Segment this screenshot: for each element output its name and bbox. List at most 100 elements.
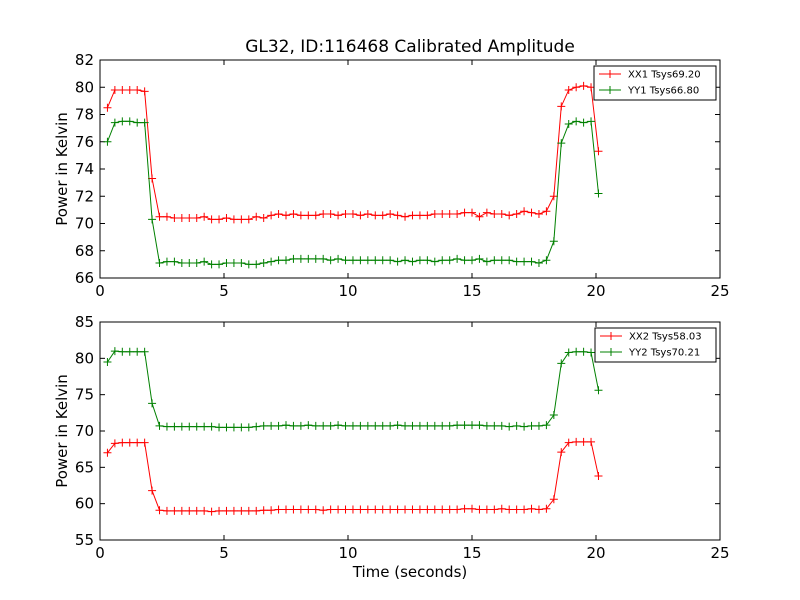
bottom-series-2-point <box>296 421 305 430</box>
bottom-series-1-point <box>348 505 357 514</box>
bottom-series-1-point <box>192 506 201 515</box>
bottom-subplot: 0 5 10 15 20 25 55 60 65 70 75 80 85 Power in Kelvin… <box>53 313 730 581</box>
bottom-series-1-point <box>259 506 268 515</box>
bottom-series-1-point <box>371 505 380 514</box>
bottom-series-2-point <box>267 421 276 430</box>
top-series-1-point <box>229 215 238 224</box>
top-series-2-point <box>468 256 476 265</box>
bottom-series-1-point <box>572 437 581 446</box>
top-series-2-point <box>326 256 335 265</box>
top-y-tick-label: 70 <box>75 215 94 233</box>
bottom-series-2-point <box>520 422 529 431</box>
bottom-series-2-point <box>237 423 246 432</box>
top-series-2-point <box>244 260 253 269</box>
bottom-series-2-point <box>572 347 581 356</box>
bottom-y-axis-label: Power in Kelvin <box>53 374 71 488</box>
bottom-series-2-point <box>378 421 387 430</box>
bottom-series-1-point <box>393 505 402 514</box>
bottom-series-2-point <box>222 423 231 432</box>
top-series-2-point <box>229 259 238 268</box>
bottom-y-tick-label: 70 <box>75 422 94 440</box>
top-series-1-point <box>215 215 224 224</box>
top-series-1-point <box>423 211 432 220</box>
top-series-1-point <box>311 211 320 220</box>
bottom-series-1-point <box>326 505 335 514</box>
top-series-1-point <box>133 85 142 94</box>
top-series-1-point <box>527 208 536 217</box>
top-series-2-point <box>348 256 357 265</box>
bottom-series-1-point <box>103 448 112 457</box>
top-series-1-point <box>319 209 328 218</box>
bottom-series-2-point <box>319 421 328 430</box>
top-series-1-point <box>520 207 529 216</box>
top-series-2-point <box>401 256 410 265</box>
bottom-x-tick-label: 5 <box>219 544 229 562</box>
bottom-series-2-point <box>445 421 454 430</box>
top-legend: XX1 Tsys69.20 YY1 Tsys66.80 <box>593 65 717 101</box>
bottom-x-tick-label: 10 <box>338 544 357 562</box>
top-x-tick-label: 5 <box>219 282 229 300</box>
top-series-2-point <box>282 256 290 265</box>
bottom-series-1-point <box>445 505 454 514</box>
top-series-1-point <box>289 209 298 218</box>
bottom-series-2-point <box>468 421 476 430</box>
top-series-1-point <box>170 214 179 223</box>
bottom-series-1-point <box>356 505 365 514</box>
top-series-2-point <box>393 257 402 266</box>
top-legend-entry-2: YY1 Tsys66.80 <box>599 86 699 97</box>
bottom-series-2-point <box>527 421 536 430</box>
top-series-2-point <box>148 215 157 224</box>
bottom-series-1-point <box>110 439 119 448</box>
top-series-1-point <box>237 215 246 224</box>
bottom-series-2-point <box>215 423 224 432</box>
bottom-series-2-point <box>497 421 506 430</box>
bottom-series-2-point <box>229 423 238 432</box>
bottom-series-1-point <box>148 486 157 495</box>
top-series-1-point <box>326 209 335 218</box>
bottom-series-1-point <box>497 504 506 513</box>
bottom-series-1-point <box>133 438 142 447</box>
top-series-1-point <box>282 211 290 220</box>
top-series-1-point <box>200 212 209 221</box>
top-y-tick-label: 74 <box>75 160 94 178</box>
top-series-2-point <box>192 259 201 268</box>
bottom-series-layer <box>103 347 603 516</box>
top-series-1-point <box>356 211 365 220</box>
bottom-series-2-point <box>512 421 521 430</box>
bottom-series-1-point <box>341 505 350 514</box>
bottom-series-2-point <box>155 421 164 430</box>
bottom-series-1-point <box>527 504 536 513</box>
bottom-y-tick-label: 75 <box>75 386 94 404</box>
bottom-series-1-point <box>534 505 543 514</box>
bottom-series-1-point <box>252 506 261 515</box>
bottom-series-2-point <box>207 422 216 431</box>
top-series-layer <box>103 81 603 269</box>
top-series-1-point <box>371 211 380 220</box>
bottom-y-tick-label: 65 <box>75 458 94 476</box>
bottom-series-1-point <box>542 504 551 513</box>
bottom-series-1-point <box>170 506 179 515</box>
top-series-2-point <box>534 259 543 268</box>
top-y-tick-label: 66 <box>75 269 94 287</box>
bottom-series-1-point <box>229 506 238 515</box>
top-series-2-point <box>363 256 372 265</box>
top-series-2-point <box>118 117 127 126</box>
bottom-series-2-point <box>252 422 261 431</box>
bottom-series-2-point <box>564 348 573 357</box>
bottom-series-2-point <box>192 422 201 431</box>
top-y-tick-label: 78 <box>75 106 94 124</box>
top-series-1-point <box>564 85 573 94</box>
top-series-1-point <box>430 209 439 218</box>
top-series-2-point <box>453 254 462 263</box>
top-series-2-point <box>296 254 305 263</box>
top-series-1-point <box>557 102 566 111</box>
top-series-1-point <box>378 211 387 220</box>
bottom-series-1-point <box>579 437 588 446</box>
bottom-series-2-point <box>259 421 268 430</box>
bottom-series-2-point <box>423 421 432 430</box>
bottom-series-1-point <box>185 506 194 515</box>
top-series-2-point <box>289 254 298 263</box>
bottom-series-2-point <box>177 422 186 431</box>
bottom-plot-frame <box>99 321 721 541</box>
bottom-series-1-point <box>237 506 246 515</box>
